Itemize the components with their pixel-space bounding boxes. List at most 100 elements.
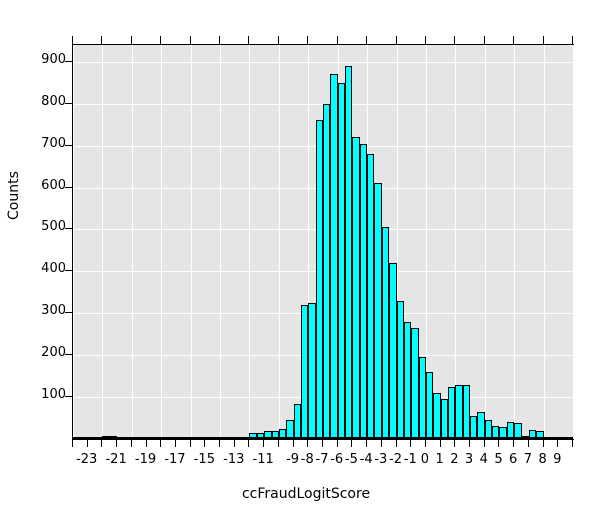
gridline-vertical [308, 45, 310, 439]
x-tick-mark [527, 439, 529, 447]
gridline-vertical [396, 45, 398, 439]
x-tick-mark [557, 439, 559, 447]
gridline-vertical [543, 45, 545, 439]
gridline-vertical [514, 45, 516, 439]
histogram-bar [433, 392, 441, 439]
x-tick-mark [483, 439, 485, 447]
x-tick-mark [439, 439, 441, 447]
y-axis-label: Counts [6, 171, 22, 220]
y-tick-label: 900 [41, 51, 66, 67]
baseline [73, 437, 573, 439]
x-tick-mark-top [101, 36, 103, 44]
histogram-bar [411, 327, 419, 439]
x-tick-mark-top [277, 36, 279, 44]
histogram-bar [293, 404, 301, 439]
gridline-vertical [249, 45, 251, 439]
gridline-vertical [278, 45, 280, 439]
histogram-bar [323, 103, 331, 439]
x-tick-mark [366, 439, 368, 447]
y-tick-mark [65, 144, 72, 146]
x-tick-label: -1 [403, 452, 417, 467]
x-tick-label: -21 [105, 452, 127, 467]
histogram-bar [374, 183, 382, 439]
x-tick-mark [145, 439, 147, 447]
x-tick-mark [498, 439, 500, 447]
x-tick-label: -9 [286, 452, 300, 467]
plot-area [72, 44, 574, 440]
x-tick-mark-top [513, 36, 515, 44]
x-tick-mark [424, 439, 426, 447]
x-tick-mark [160, 439, 162, 447]
x-tick-mark-top [454, 36, 456, 44]
x-tick-mark [263, 439, 265, 447]
histogram-bar [359, 143, 368, 439]
x-tick-mark-top [395, 36, 397, 44]
x-tick-label: 0 [420, 452, 430, 467]
gridline-vertical [131, 45, 133, 439]
y-tick-mark [65, 396, 72, 398]
y-tick-label: 600 [41, 177, 66, 193]
x-tick-mark [233, 439, 235, 447]
x-tick-mark [189, 439, 191, 447]
x-tick-label: -13 [223, 452, 245, 467]
x-tick-mark-top [130, 36, 132, 44]
x-tick-label: -19 [134, 452, 157, 467]
x-tick-mark [513, 439, 515, 447]
x-tick-label: 1 [435, 452, 444, 467]
y-tick-mark [65, 60, 72, 62]
x-tick-mark-top [160, 36, 162, 44]
x-tick-mark [336, 439, 338, 447]
gridline-vertical [161, 45, 163, 439]
x-tick-mark-top [542, 36, 544, 44]
y-tick-mark [65, 270, 72, 272]
gridline-horizontal [73, 61, 573, 63]
y-tick-mark [65, 354, 72, 356]
y-tick-label: 300 [41, 303, 66, 319]
x-tick-label: -4 [359, 452, 373, 467]
x-tick-mark-top [483, 36, 485, 44]
x-tick-label: -2 [389, 452, 402, 467]
x-tick-mark [86, 439, 88, 447]
y-tick-label: 500 [41, 219, 66, 235]
x-tick-mark-top [248, 36, 250, 44]
x-tick-label: -7 [315, 452, 329, 467]
histogram-bar [389, 262, 397, 439]
x-tick-mark-top [219, 36, 221, 44]
x-tick-mark-top [366, 36, 368, 44]
histogram-bar [455, 384, 463, 439]
x-tick-mark [292, 439, 294, 447]
histogram-bar [403, 321, 412, 439]
y-tick-label: 100 [41, 387, 66, 403]
gridline-vertical [455, 45, 457, 439]
y-tick-mark [65, 102, 72, 104]
x-tick-mark-top [72, 36, 73, 44]
x-tick-label: -8 [300, 452, 314, 467]
y-tick-label: 800 [41, 93, 66, 109]
x-axis-label: ccFraudLogitScore [241, 486, 371, 502]
x-tick-label: 3 [464, 452, 474, 467]
histogram-bar [352, 137, 360, 439]
histogram-bar [448, 386, 456, 439]
x-tick-label: 2 [450, 452, 459, 467]
x-tick-mark-top [189, 36, 191, 44]
histogram-bar [337, 82, 346, 439]
x-tick-mark [322, 439, 323, 447]
x-tick-mark [454, 439, 456, 447]
gridline-vertical [484, 45, 486, 439]
y-tick-label: 400 [41, 261, 66, 277]
histogram-bar [425, 371, 434, 439]
x-tick-label: -3 [374, 452, 388, 467]
gridline-vertical [190, 45, 192, 439]
x-tick-mark [542, 439, 544, 447]
x-tick-mark [101, 439, 103, 447]
gridline-vertical [73, 45, 74, 439]
x-tick-mark [72, 439, 73, 447]
x-tick-mark [395, 439, 397, 447]
x-tick-label: -11 [252, 452, 274, 467]
x-tick-mark [116, 439, 118, 447]
x-tick-mark [219, 439, 221, 447]
x-tick-label: -5 [344, 452, 358, 467]
x-tick-mark [572, 439, 573, 447]
y-tick-label: 200 [41, 345, 66, 361]
